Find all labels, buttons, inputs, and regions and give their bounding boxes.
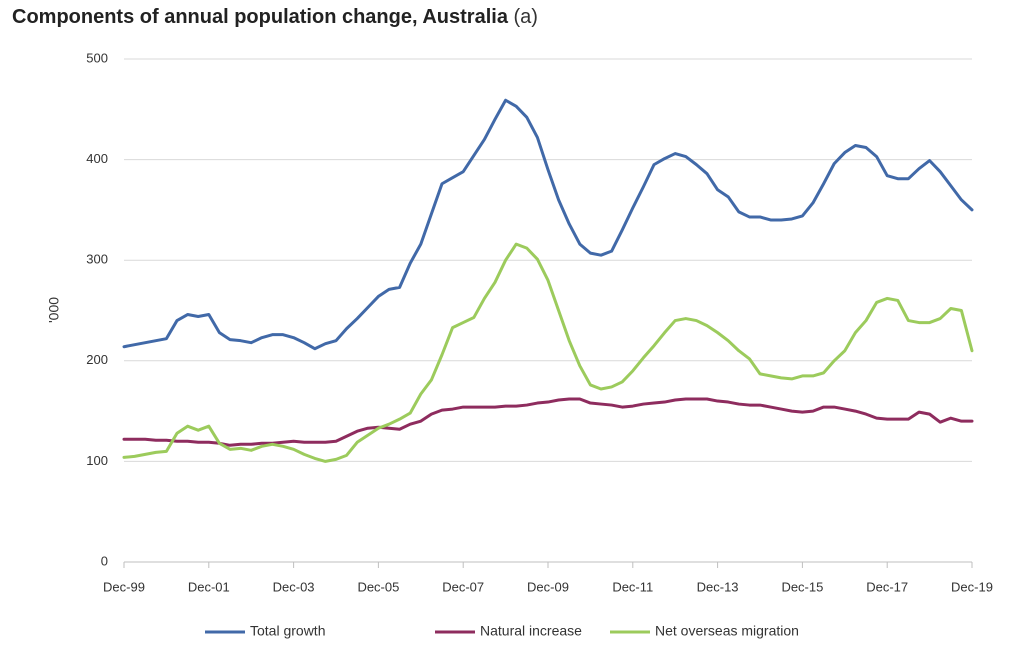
- chart-title-group: Components of annual population change, …: [12, 6, 538, 28]
- chart-title: Components of annual population change, …: [12, 6, 509, 28]
- x-tick-label: Dec-01: [188, 579, 230, 594]
- legend-label: Total growth: [250, 623, 325, 639]
- y-axis-label: '000: [46, 297, 62, 323]
- legend-label: Net overseas migration: [655, 623, 799, 639]
- y-tick-label: 300: [86, 252, 108, 267]
- y-tick-label: 500: [86, 50, 108, 65]
- x-tick-label: Dec-03: [273, 579, 315, 594]
- legend-label: Natural increase: [480, 623, 582, 639]
- x-tick-label: Dec-07: [442, 579, 484, 594]
- x-tick-label: Dec-17: [866, 579, 908, 594]
- series-line: [122, 242, 974, 463]
- chart-title-note: (a): [514, 6, 538, 28]
- x-tick-label: Dec-99: [103, 579, 145, 594]
- series-line: [122, 397, 974, 447]
- series-line: [122, 98, 974, 351]
- x-tick-label: Dec-19: [951, 579, 993, 594]
- x-tick-label: Dec-15: [781, 579, 823, 594]
- x-tick-label: Dec-05: [357, 579, 399, 594]
- y-tick-label: 400: [86, 151, 108, 166]
- x-tick-label: Dec-11: [612, 579, 653, 594]
- y-tick-label: 200: [86, 352, 108, 367]
- x-tick-label: Dec-09: [527, 579, 569, 594]
- x-tick-label: Dec-13: [697, 579, 739, 594]
- y-tick-label: 0: [101, 553, 108, 568]
- y-tick-label: 100: [86, 453, 108, 468]
